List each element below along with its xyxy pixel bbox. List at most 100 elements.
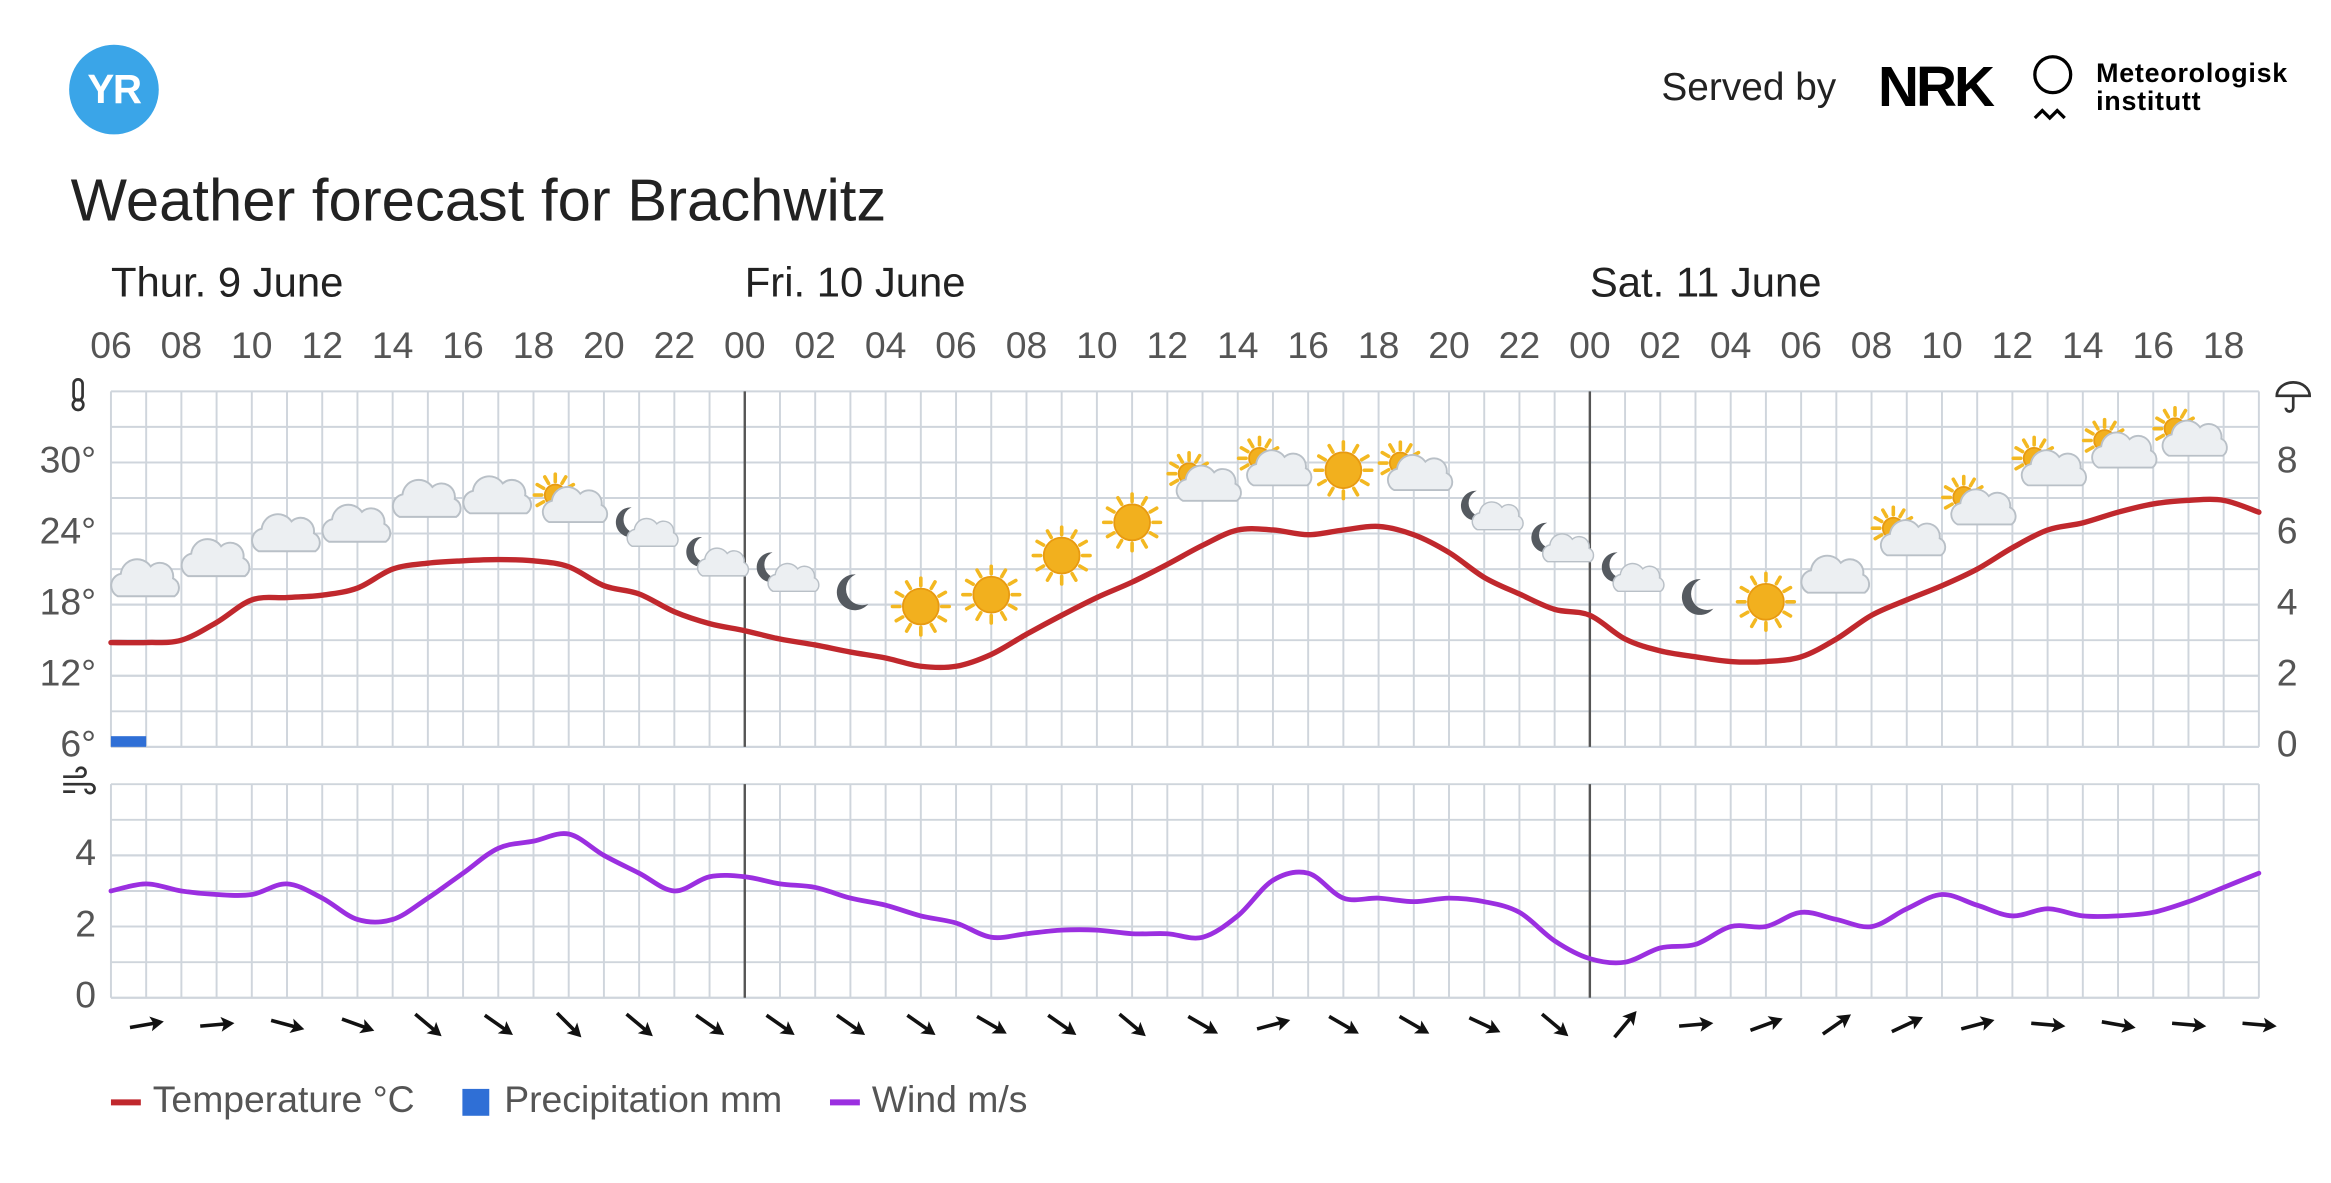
arrow-shaft (1891, 1018, 1917, 1034)
arrow-head (637, 1021, 653, 1037)
arrow-head (1275, 1016, 1291, 1031)
sun-ray (1194, 453, 1202, 464)
arrow-head (2262, 1017, 2277, 1033)
wind-arrow (1540, 1012, 1569, 1037)
arrow-shaft (341, 1017, 368, 1030)
weather-icon (1236, 435, 1313, 487)
sun-ray (1070, 571, 1078, 582)
cloud (2091, 431, 2158, 469)
wind-arrow (906, 1013, 936, 1035)
weather-icon (836, 574, 869, 611)
weather-icon (686, 536, 750, 577)
sun-ray (1116, 496, 1124, 507)
x-tick-label: 00 (724, 324, 766, 366)
wind-arrow (2101, 1018, 2136, 1033)
sun-ray (1140, 538, 1149, 549)
thermometer-icon (71, 378, 85, 412)
arrow-shaft (1328, 1014, 1354, 1032)
sun-ray (999, 568, 1008, 579)
sun-ray (1739, 585, 1750, 594)
sun-ray (1881, 508, 1889, 519)
precipitation-bar (110, 736, 147, 747)
sun-disc (972, 575, 1011, 614)
legend-swatch (462, 1088, 490, 1116)
arrow-head (149, 1016, 164, 1032)
moon (615, 507, 643, 538)
y2-tick-label: 6 (2277, 509, 2298, 551)
weather-icon (1681, 579, 1714, 615)
sun-ray (1943, 485, 1954, 493)
sun-ray (975, 568, 983, 579)
wind-arrow (129, 1016, 164, 1032)
sun-ray (1352, 443, 1360, 454)
weather-icon (615, 507, 679, 548)
cloud (1800, 554, 1871, 594)
sun-ray (2084, 428, 2095, 436)
sun-ray (964, 578, 975, 587)
sun-ray (929, 622, 937, 633)
cloud (1471, 501, 1524, 531)
sun-ray (1148, 506, 1159, 514)
weather-icon (2011, 435, 2087, 487)
arrow-head (2192, 1017, 2207, 1033)
sun-ray (2084, 445, 2095, 453)
arrow-head (1130, 1021, 1146, 1037)
weather-icon (1313, 440, 1374, 501)
x-tick-label: 20 (583, 324, 625, 366)
sun-ray (1116, 538, 1124, 549)
arrow-head (1202, 1020, 1219, 1034)
x-tick-label: 18 (2203, 324, 2245, 366)
sun-ray (964, 603, 975, 611)
sun-ray (1380, 450, 1391, 459)
sun-ray (2014, 463, 2025, 471)
met-name: institutt (2096, 86, 2201, 116)
x-tick-label: 12 (1992, 324, 2034, 366)
arrow-head (426, 1021, 442, 1037)
sun-ray (535, 499, 546, 508)
arrow-shaft (1749, 1019, 1777, 1032)
legend-label: Precipitation mm (504, 1078, 782, 1120)
y-tick-label: 12° (40, 652, 96, 694)
arrow-shaft (765, 1013, 790, 1033)
x-tick-label: 18 (1358, 324, 1400, 366)
sun-ray (1247, 438, 1255, 449)
cloud (180, 538, 251, 578)
arrow-head (1767, 1016, 1783, 1031)
wind-arrow (341, 1017, 375, 1034)
x-tick-label: 16 (2132, 324, 2174, 366)
weather-icon (251, 513, 321, 553)
arrow-head (1553, 1021, 1569, 1037)
sun-ray (1007, 578, 1018, 587)
cloud (2161, 419, 2228, 457)
sun-ray (1898, 508, 1906, 519)
arrow-shaft (2031, 1021, 2059, 1028)
sun-ray (1749, 618, 1758, 629)
weather-icon (532, 472, 609, 524)
sun-ray (1264, 438, 1272, 449)
x-tick-label: 14 (1217, 324, 1259, 366)
met-name: Meteorologisk (2096, 58, 2288, 88)
arrow-head (920, 1021, 936, 1035)
cloud (1386, 454, 1454, 492)
sun-ray (1035, 539, 1046, 547)
wind-arrow (2171, 1017, 2207, 1033)
sun-ray (1405, 443, 1413, 454)
day-label: Sat. 11 June (1590, 258, 1822, 305)
arrow-shaft (1398, 1014, 1424, 1032)
sun-ray (1327, 486, 1335, 497)
arrow-shaft (129, 1021, 157, 1030)
arrow-head (359, 1019, 375, 1034)
cloud (462, 475, 533, 515)
arrow-shaft (414, 1012, 438, 1033)
arrow-shaft (2171, 1021, 2200, 1028)
arrow-head (708, 1021, 725, 1035)
wind-arrow (1960, 1016, 1995, 1031)
y2-tick-label: 2 (2277, 652, 2298, 694)
sun-ray (1327, 443, 1335, 454)
wind-arrow (2031, 1017, 2066, 1033)
x-tick-label: 18 (513, 324, 555, 366)
sun-disc (1042, 536, 1081, 575)
x-tick-label: 14 (2062, 324, 2104, 366)
arrow-head (779, 1021, 795, 1035)
